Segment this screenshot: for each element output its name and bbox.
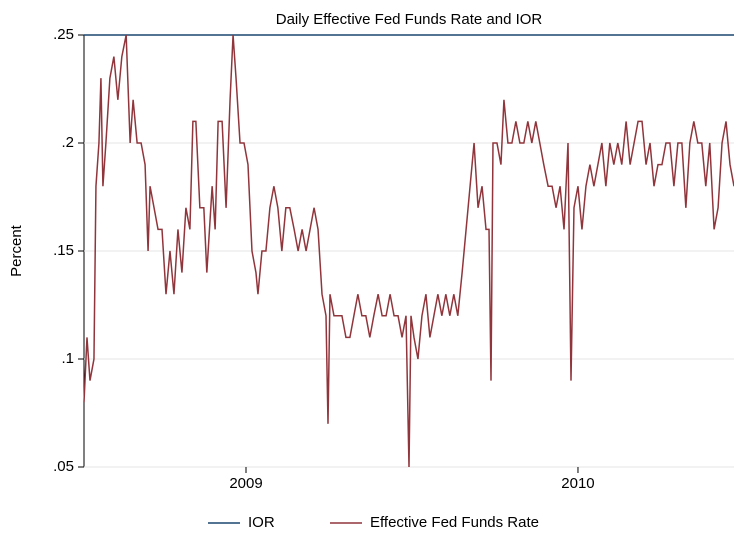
x-tick-label: 2009 [229,475,262,492]
legend-label: IOR [248,514,275,531]
y-tick-label: .25 [53,26,74,43]
series-line [83,34,734,468]
y-axis-label: Percent [8,224,25,277]
legend-label: Effective Fed Funds Rate [370,514,539,531]
y-tick-label: .2 [61,134,74,151]
x-tick-label: 2010 [561,475,594,492]
y-tick-label: .05 [53,458,74,475]
chart-title: Daily Effective Fed Funds Rate and IOR [276,11,543,28]
y-tick-label: .15 [53,242,74,259]
y-tick-label: .1 [61,350,74,367]
